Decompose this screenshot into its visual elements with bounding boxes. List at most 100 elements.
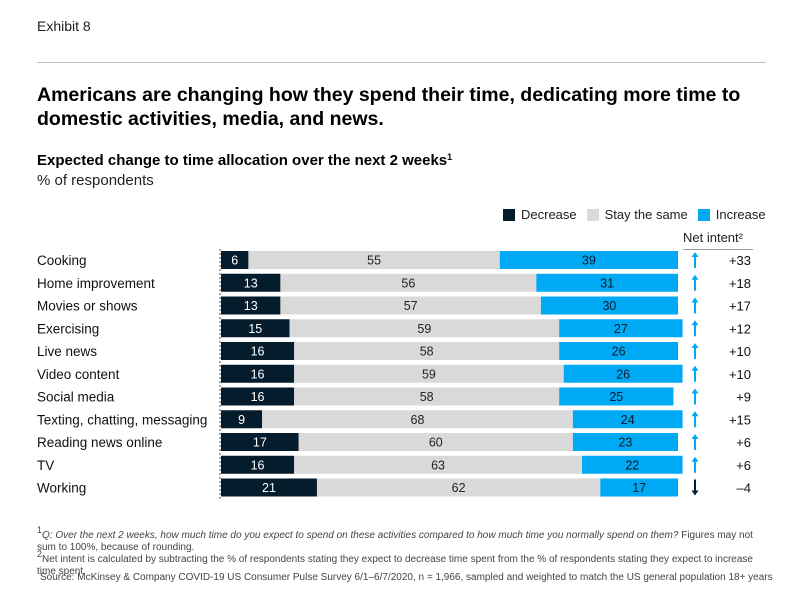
net-intent-header: Net intent² bbox=[683, 230, 743, 245]
bar-segment-stay bbox=[294, 342, 560, 360]
data-label-increase: 24 bbox=[621, 413, 635, 427]
legend-label-increase: Increase bbox=[715, 207, 766, 222]
arrow-up-head bbox=[691, 411, 699, 417]
arrow-down-head bbox=[691, 490, 699, 496]
net-intent-value: +6 bbox=[736, 458, 751, 473]
exhibit-label: Exhibit 8 bbox=[37, 18, 91, 34]
data-label-increase: 30 bbox=[602, 299, 616, 313]
bar-segment-increase bbox=[572, 433, 678, 451]
net-intent-value: +6 bbox=[736, 435, 751, 450]
data-label-decrease: 9 bbox=[238, 413, 245, 427]
bar-segment-decrease bbox=[221, 364, 295, 383]
footnote-2-marker: 2 bbox=[37, 549, 43, 559]
footnote-1-question: Q: Over the next 2 weeks, how much time … bbox=[42, 530, 679, 541]
data-label-increase: 22 bbox=[625, 458, 639, 472]
data-label-increase: 26 bbox=[612, 345, 626, 359]
bar-segment-decrease bbox=[221, 478, 317, 497]
net-intent-value: +18 bbox=[729, 276, 751, 291]
net-intent-value: +9 bbox=[736, 390, 751, 405]
bar-segment-stay bbox=[248, 251, 500, 269]
unit-label: % of respondents bbox=[37, 172, 154, 189]
bar-segment-decrease bbox=[221, 410, 263, 429]
net-intent-value: +33 bbox=[729, 253, 751, 268]
bar-segment-stay bbox=[262, 410, 573, 429]
footnote-1-marker: 1 bbox=[37, 525, 43, 535]
bar-segment-decrease bbox=[221, 273, 281, 292]
net-intent-header-rule bbox=[683, 249, 753, 250]
bar-segment-stay bbox=[294, 455, 583, 474]
category-label: Texting, chatting, messaging bbox=[37, 412, 207, 427]
bar-segment-increase bbox=[540, 296, 678, 315]
bar-segment-stay bbox=[294, 387, 560, 406]
category-label: Live news bbox=[37, 344, 97, 359]
data-label-decrease: 16 bbox=[251, 345, 265, 359]
category-label: Working bbox=[37, 481, 86, 496]
net-intent-value: +10 bbox=[729, 367, 751, 382]
bar-segment-increase bbox=[572, 410, 683, 429]
subtitle-footnote-marker: 1 bbox=[447, 152, 453, 162]
data-label-decrease: 16 bbox=[251, 390, 265, 404]
category-label: Cooking bbox=[37, 253, 87, 268]
legend-item-stay: Stay the same bbox=[586, 207, 688, 222]
data-label-stay: 58 bbox=[420, 345, 434, 359]
legend-item-increase: Increase bbox=[697, 207, 766, 222]
data-label-stay: 59 bbox=[417, 322, 431, 336]
category-label: TV bbox=[37, 458, 54, 473]
bar-segment-increase bbox=[559, 319, 683, 338]
chart-subtitle: Expected change to time allocation over … bbox=[37, 152, 452, 169]
arrow-up-head bbox=[691, 320, 699, 326]
source-note: Source: McKinsey & Company COVID-19 US C… bbox=[40, 572, 773, 583]
net-intent-value: +12 bbox=[729, 321, 751, 336]
net-intent-value: +17 bbox=[729, 299, 751, 314]
data-label-stay: 60 bbox=[429, 436, 443, 450]
category-label: Reading news online bbox=[37, 435, 162, 450]
bar-segment-stay bbox=[294, 364, 564, 383]
legend-swatch-increase bbox=[697, 208, 710, 221]
data-label-stay: 68 bbox=[411, 413, 425, 427]
data-label-decrease: 13 bbox=[244, 299, 258, 313]
data-label-stay: 56 bbox=[401, 276, 415, 290]
data-label-increase: 26 bbox=[616, 367, 630, 381]
bar-segment-stay bbox=[280, 296, 541, 315]
bar-segment-increase bbox=[563, 364, 683, 383]
bar-segment-stay bbox=[280, 273, 537, 292]
category-label: Movies or shows bbox=[37, 299, 138, 314]
bar-segment-decrease bbox=[221, 455, 295, 474]
category-label: Exercising bbox=[37, 321, 99, 336]
data-label-decrease: 6 bbox=[231, 254, 238, 268]
bar-segment-decrease bbox=[221, 342, 295, 360]
net-intent-value: –4 bbox=[737, 481, 751, 496]
chart-title: Americans are changing how they spend th… bbox=[37, 84, 741, 130]
arrow-up-head bbox=[691, 274, 699, 280]
bar-segment-increase bbox=[582, 455, 683, 474]
footnote-1-rest: Figures may not sum to 100%, because of … bbox=[37, 530, 753, 553]
net-intent-value: +10 bbox=[729, 344, 751, 359]
data-label-stay: 55 bbox=[367, 254, 381, 268]
bar-segment-increase bbox=[499, 251, 678, 269]
bar-segment-stay bbox=[298, 433, 573, 451]
bar-segment-decrease bbox=[221, 319, 290, 338]
bar-segment-stay bbox=[316, 478, 601, 497]
data-label-decrease: 16 bbox=[251, 367, 265, 381]
footnote-2-text: Net intent is calculated by subtracting … bbox=[37, 554, 753, 577]
data-label-stay: 63 bbox=[431, 458, 445, 472]
arrow-up-head bbox=[691, 365, 699, 371]
bar-segment-decrease bbox=[221, 251, 249, 269]
category-label: Home improvement bbox=[37, 276, 155, 291]
footnote-2: 2Net intent is calculated by subtracting… bbox=[37, 548, 772, 578]
data-label-increase: 17 bbox=[632, 481, 646, 495]
bar-segment-stay bbox=[289, 319, 560, 338]
legend-label-decrease: Decrease bbox=[521, 207, 577, 222]
legend-label-stay: Stay the same bbox=[604, 207, 688, 222]
net-intent-value: +15 bbox=[729, 412, 751, 427]
arrow-up-head bbox=[691, 456, 699, 462]
arrow-up-head bbox=[691, 343, 699, 348]
data-label-decrease: 21 bbox=[262, 481, 276, 495]
arrow-up-head bbox=[691, 388, 699, 394]
data-label-increase: 39 bbox=[582, 254, 596, 268]
legend-swatch-stay bbox=[586, 208, 599, 221]
header-rule bbox=[37, 62, 766, 63]
bar-segment-increase bbox=[559, 342, 678, 360]
data-label-decrease: 13 bbox=[244, 276, 258, 290]
